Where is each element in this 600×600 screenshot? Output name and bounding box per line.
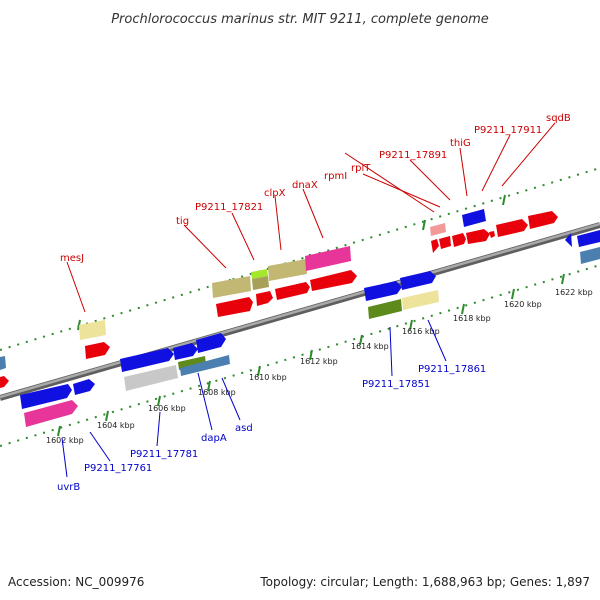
feature-dnaX[interactable] [305, 246, 351, 271]
feature-olive-dapA[interactable] [178, 356, 206, 370]
feature-blue-17761[interactable] [120, 348, 174, 372]
scale-label-1610: 1610 kbp [249, 373, 287, 382]
gene-label-tig[interactable]: tig [176, 216, 189, 227]
scale-label-1618: 1618 kbp [453, 314, 491, 323]
feature-red-1[interactable] [216, 297, 253, 317]
gene-label-p9211-17861[interactable]: P9211_17861 [418, 364, 486, 375]
feature-red-small-4[interactable] [466, 229, 490, 244]
feature-red-mesJ-b[interactable] [85, 342, 110, 359]
scale-labels: 1602 kbp 1604 kbp 1606 kbp 1608 kbp 1610… [46, 288, 593, 445]
feature-gray-17781[interactable] [124, 365, 178, 391]
gene-label-asd[interactable]: asd [235, 423, 253, 434]
gene-label-dnaX[interactable]: dnaX [292, 180, 318, 191]
scale-label-1604: 1604 kbp [97, 421, 135, 430]
gene-label-p9211-17761[interactable]: P9211_17761 [84, 463, 152, 474]
genome-backbone [0, 222, 600, 401]
scale-label-1608: 1608 kbp [198, 388, 236, 397]
gene-label-uvrB[interactable]: uvrB [57, 482, 80, 493]
feature-blue-right[interactable] [577, 230, 600, 247]
scale-label-1622: 1622 kbp [555, 288, 593, 297]
feature-blue-tiny[interactable] [565, 233, 572, 247]
feature-steel-right[interactable] [580, 247, 600, 264]
feature-rpmI[interactable] [430, 223, 446, 236]
feature-red-5[interactable] [496, 219, 528, 237]
scale-label-1616: 1616 kbp [402, 327, 440, 336]
genome-stats-text: Topology: circular; Length: 1,688,963 bp… [259, 575, 590, 589]
gene-label-p9211-17781[interactable]: P9211_17781 [130, 449, 198, 460]
gene-label-rplT[interactable]: rplT [351, 163, 371, 174]
lower-ruler [0, 264, 600, 447]
feature-red-small-1[interactable] [431, 239, 439, 253]
feature-blue-uvrB[interactable] [20, 384, 72, 409]
gene-label-thiG[interactable]: thiG [450, 138, 471, 149]
feature-red-3[interactable] [275, 282, 310, 300]
feature-blue-17851[interactable] [364, 281, 402, 301]
map-title: Prochlorococcus marinus str. MIT 9211, c… [111, 12, 489, 27]
scale-label-1606: 1606 kbp [148, 404, 186, 413]
gene-label-p9211-17891[interactable]: P9211_17891 [379, 150, 447, 161]
upper-ruler [0, 167, 600, 351]
feature-red-4[interactable] [310, 270, 357, 291]
feature-blue-17861[interactable] [400, 271, 436, 290]
gene-label-mesJ[interactable]: mesJ [60, 253, 84, 264]
feature-blue-asd[interactable] [196, 333, 226, 353]
upper-labels: mesJ tig P9211_17821 clpX dnaX rpmI rplT… [60, 113, 571, 264]
scale-label-1602: 1602 kbp [46, 436, 84, 445]
gene-label-p9211-17821[interactable]: P9211_17821 [195, 202, 263, 213]
feature-red-sqdB[interactable] [528, 211, 558, 229]
accession-text: Accession: NC_009976 [8, 575, 144, 589]
gene-label-p9211-17911[interactable]: P9211_17911 [474, 125, 542, 136]
feature-blue-dapA[interactable] [173, 343, 198, 360]
feature-lime[interactable] [251, 269, 268, 279]
lower-leaders [61, 319, 447, 478]
feature-mesJ[interactable] [79, 320, 106, 340]
scale-label-1620: 1620 kbp [504, 300, 542, 309]
feature-blue-left[interactable] [0, 356, 6, 370]
scale-label-1614: 1614 kbp [351, 342, 389, 351]
lower-labels: uvrB P9211_17761 P9211_17781 dapA asd P9… [57, 364, 486, 493]
feature-cream-17861[interactable] [402, 290, 439, 310]
feature-red-small-5[interactable] [489, 231, 495, 238]
gene-label-dapA[interactable]: dapA [201, 433, 227, 444]
upper-features [79, 209, 558, 359]
feature-olive-small[interactable] [252, 276, 269, 290]
gene-label-rpmI[interactable]: rpmI [324, 171, 347, 182]
feature-red-left[interactable] [0, 376, 9, 388]
gene-label-sqdB[interactable]: sqdB [546, 113, 571, 124]
feature-olive-17851[interactable] [368, 299, 402, 319]
feature-red-2[interactable] [256, 291, 273, 306]
feature-blue-thiG[interactable] [462, 209, 486, 227]
feature-blue-small[interactable] [73, 379, 95, 395]
gene-label-clpX[interactable]: clpX [264, 188, 286, 199]
feature-red-small-2[interactable] [439, 236, 451, 249]
feature-red-small-3[interactable] [452, 233, 466, 247]
feature-tig-block[interactable] [212, 276, 251, 298]
upper-leaders [66, 122, 556, 313]
feature-steel-dapA[interactable] [180, 355, 230, 376]
lower-features [0, 230, 600, 427]
gene-label-p9211-17851[interactable]: P9211_17851 [362, 379, 430, 390]
feature-pink-uvrB[interactable] [24, 400, 78, 427]
scale-label-1612: 1612 kbp [300, 357, 338, 366]
feature-clpX[interactable] [268, 259, 307, 281]
